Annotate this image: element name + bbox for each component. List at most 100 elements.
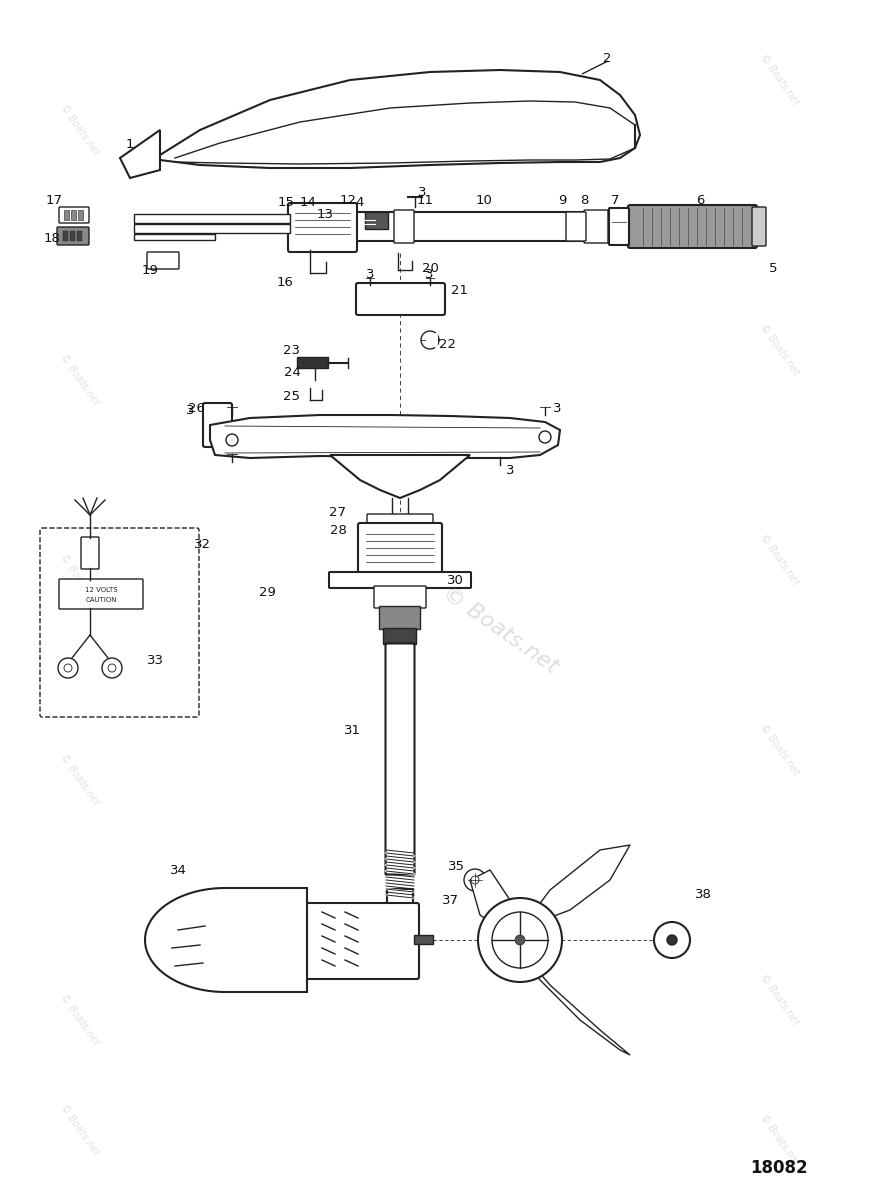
Text: 3: 3 xyxy=(366,269,374,282)
Text: 22: 22 xyxy=(439,338,456,352)
Polygon shape xyxy=(210,415,560,458)
FancyBboxPatch shape xyxy=(751,206,765,246)
Text: 3: 3 xyxy=(417,186,425,198)
Text: 30: 30 xyxy=(446,574,463,587)
Text: 18082: 18082 xyxy=(749,1159,807,1177)
FancyBboxPatch shape xyxy=(329,572,470,588)
FancyBboxPatch shape xyxy=(414,936,433,944)
Circle shape xyxy=(491,912,547,968)
Text: 33: 33 xyxy=(146,654,163,666)
Text: 18: 18 xyxy=(44,232,61,245)
Text: 17: 17 xyxy=(46,193,62,206)
Text: © Boats.net: © Boats.net xyxy=(758,53,801,107)
FancyBboxPatch shape xyxy=(203,403,232,446)
Text: 31: 31 xyxy=(343,724,360,737)
FancyBboxPatch shape xyxy=(353,212,595,241)
Text: © Boats.net: © Boats.net xyxy=(758,973,801,1027)
Text: © Boats.net: © Boats.net xyxy=(59,1103,101,1157)
FancyBboxPatch shape xyxy=(379,606,420,630)
FancyBboxPatch shape xyxy=(355,283,445,314)
Circle shape xyxy=(470,876,479,884)
Text: © Boats.net: © Boats.net xyxy=(758,722,801,778)
Circle shape xyxy=(58,658,78,678)
FancyBboxPatch shape xyxy=(367,514,432,526)
Bar xyxy=(78,210,83,220)
Text: 24: 24 xyxy=(283,366,300,378)
FancyBboxPatch shape xyxy=(297,358,328,368)
Bar xyxy=(71,210,76,220)
Text: 2: 2 xyxy=(602,52,610,65)
Text: 16: 16 xyxy=(276,276,293,288)
FancyBboxPatch shape xyxy=(383,629,416,644)
Polygon shape xyxy=(330,455,469,498)
Circle shape xyxy=(108,664,116,672)
Text: 3: 3 xyxy=(505,463,514,476)
Text: 28: 28 xyxy=(329,523,346,536)
FancyBboxPatch shape xyxy=(134,234,215,240)
Text: 37: 37 xyxy=(441,894,458,906)
Text: © Boats.net: © Boats.net xyxy=(59,103,101,157)
Text: 15: 15 xyxy=(277,196,294,209)
Text: © Boats.net: © Boats.net xyxy=(438,583,560,677)
Text: 19: 19 xyxy=(141,264,158,276)
Text: 21: 21 xyxy=(451,283,468,296)
Polygon shape xyxy=(160,70,639,168)
FancyBboxPatch shape xyxy=(566,212,585,241)
FancyBboxPatch shape xyxy=(365,212,388,229)
FancyBboxPatch shape xyxy=(288,203,357,252)
FancyBboxPatch shape xyxy=(394,210,414,242)
FancyBboxPatch shape xyxy=(387,889,412,910)
FancyBboxPatch shape xyxy=(609,208,628,245)
FancyBboxPatch shape xyxy=(303,902,418,979)
Circle shape xyxy=(538,431,551,443)
Text: 4: 4 xyxy=(355,196,364,209)
Polygon shape xyxy=(519,845,630,930)
Polygon shape xyxy=(469,870,519,932)
FancyBboxPatch shape xyxy=(81,538,99,569)
Circle shape xyxy=(653,922,689,958)
Text: 27: 27 xyxy=(329,505,346,518)
Text: 7: 7 xyxy=(610,193,618,206)
Text: 38: 38 xyxy=(694,888,710,901)
Text: 1: 1 xyxy=(125,138,134,151)
FancyBboxPatch shape xyxy=(374,586,425,608)
FancyBboxPatch shape xyxy=(583,210,607,242)
Circle shape xyxy=(102,658,122,678)
Text: 32: 32 xyxy=(193,539,210,552)
FancyBboxPatch shape xyxy=(385,643,414,875)
Circle shape xyxy=(515,935,524,946)
Text: © Boats.net: © Boats.net xyxy=(758,323,801,377)
FancyBboxPatch shape xyxy=(59,206,89,223)
Text: 35: 35 xyxy=(447,859,464,872)
Circle shape xyxy=(64,664,72,672)
FancyBboxPatch shape xyxy=(146,252,179,269)
Text: 12: 12 xyxy=(339,193,356,206)
FancyBboxPatch shape xyxy=(134,215,290,223)
Circle shape xyxy=(667,935,676,946)
FancyBboxPatch shape xyxy=(57,227,89,245)
Text: 11: 11 xyxy=(416,193,433,206)
Circle shape xyxy=(225,434,238,446)
Text: 8: 8 xyxy=(579,193,588,206)
Text: 20: 20 xyxy=(421,262,438,275)
Text: 6: 6 xyxy=(695,193,703,206)
Text: 5: 5 xyxy=(768,262,776,275)
Text: 34: 34 xyxy=(169,864,186,876)
Text: © Boats.net: © Boats.net xyxy=(758,533,801,587)
Text: 23: 23 xyxy=(283,343,300,356)
Polygon shape xyxy=(145,888,307,992)
Text: 29: 29 xyxy=(258,586,275,599)
Text: 10: 10 xyxy=(475,193,492,206)
Text: 12 VOLTS: 12 VOLTS xyxy=(84,587,118,593)
Text: 25: 25 xyxy=(283,390,300,403)
Text: 14: 14 xyxy=(299,196,316,209)
Bar xyxy=(77,230,82,241)
Text: CAUTION: CAUTION xyxy=(85,596,117,602)
Text: 3: 3 xyxy=(553,402,560,414)
Text: 3: 3 xyxy=(186,403,194,416)
Text: 9: 9 xyxy=(557,193,566,206)
Text: 36: 36 xyxy=(599,864,616,876)
Polygon shape xyxy=(120,130,160,178)
FancyBboxPatch shape xyxy=(134,224,290,234)
Polygon shape xyxy=(519,950,630,1055)
